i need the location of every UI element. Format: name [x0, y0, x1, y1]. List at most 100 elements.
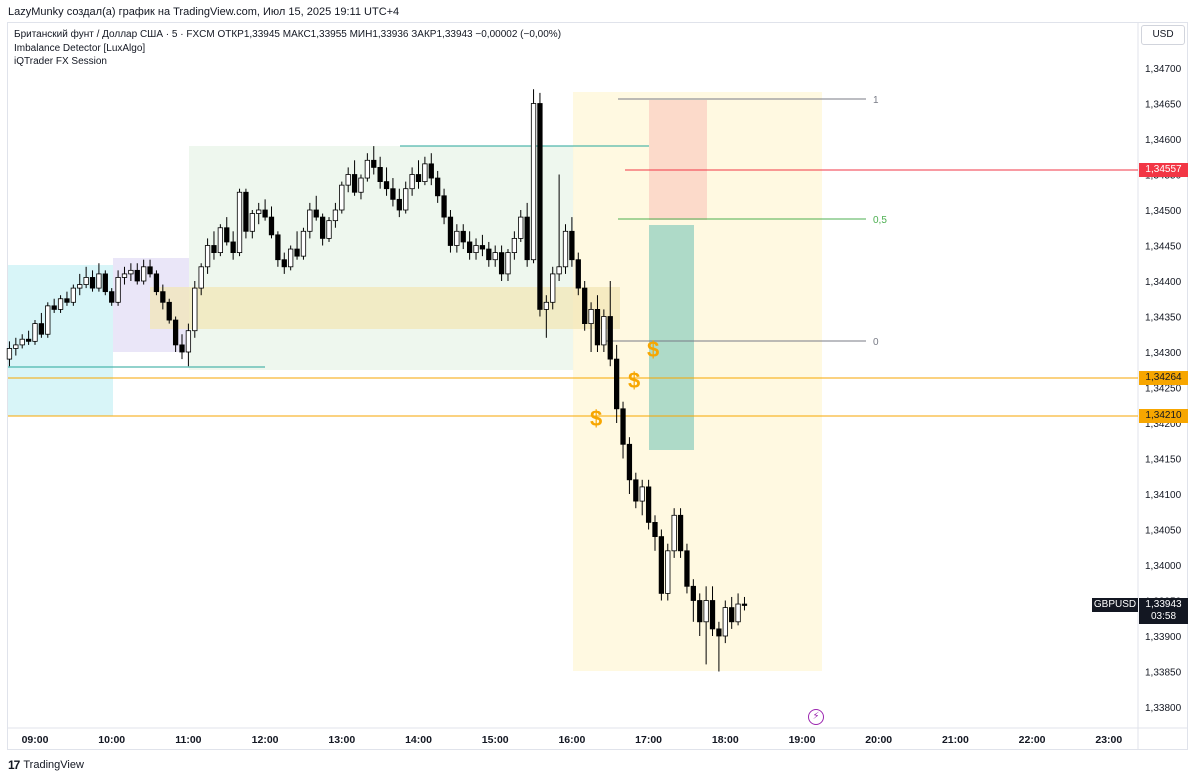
candle-down [64, 298, 70, 303]
price-axis-label: 1,34650 [1145, 100, 1182, 111]
price-axis-label: 1,34250 [1145, 384, 1182, 395]
candle-down [658, 536, 665, 594]
price-axis-label: 1,34300 [1145, 348, 1182, 359]
price-axis-label: 1,34700 [1145, 64, 1182, 75]
last-price-value: 1,33943 [1145, 599, 1182, 610]
candle-down [697, 600, 703, 623]
candle-down [243, 191, 249, 232]
candle-up [70, 287, 76, 303]
short-position-risk [649, 100, 707, 220]
candle-down [371, 159, 377, 168]
time-axis-label: 10:00 [98, 734, 125, 746]
candle-down [486, 248, 492, 261]
time-axis-label: 16:00 [558, 734, 585, 746]
candle-up [703, 600, 709, 623]
price-axis-label: 1,33850 [1145, 668, 1182, 679]
candle-down [441, 195, 447, 218]
candle-up [511, 237, 518, 253]
dollar-marker-1: $ [647, 337, 659, 362]
time-axis-label: 21:00 [942, 734, 969, 746]
time-axis-label: 11:00 [175, 734, 201, 746]
candle-down [575, 259, 581, 289]
candle-up [505, 252, 511, 275]
imbalance-zone [150, 287, 620, 329]
price-axis-label: 1,34400 [1145, 277, 1182, 288]
candle-down [524, 216, 530, 261]
candle-down [351, 174, 358, 193]
price-axis-label: 1,34050 [1145, 526, 1182, 537]
candle-up [57, 298, 64, 310]
footer-brand-label: TradingView [23, 759, 84, 771]
candle-up [13, 344, 19, 349]
candle-down [537, 103, 543, 310]
candle-up [722, 607, 728, 637]
candle-down [479, 245, 486, 250]
candle-down [677, 514, 684, 552]
price-axis-label: 1,34100 [1145, 490, 1182, 501]
candle-down [294, 248, 300, 257]
candle-up [249, 213, 255, 232]
candle-down [179, 344, 185, 353]
candle-up [492, 252, 498, 261]
footer-brand[interactable]: 17 TradingView [8, 758, 84, 772]
candle-up [665, 550, 671, 594]
candle-down [211, 245, 217, 253]
candle-up [83, 277, 89, 285]
candle-up [6, 348, 13, 360]
candle-down [172, 319, 179, 346]
price-axis-label: 1,34150 [1145, 455, 1182, 466]
candle-up [639, 486, 645, 502]
currency-button[interactable]: USD [1141, 25, 1185, 45]
fib-level-1-label: 1 [873, 95, 879, 106]
chart-attribution: LazyMunky создал(а) график на TradingVie… [8, 6, 400, 18]
candle-up [192, 287, 198, 332]
candle-up [115, 277, 121, 303]
candle-down [102, 273, 108, 293]
candle-down [684, 550, 690, 587]
candle-down [729, 607, 735, 623]
asia-session-box [8, 265, 113, 416]
candle-down [614, 358, 620, 410]
last-price-tag: 1,33943 03:58 [1139, 598, 1188, 624]
candle-down [275, 234, 281, 261]
symbol-ohlc-line[interactable]: Британский фунт / Доллар США · 5 · FXCM … [14, 29, 562, 40]
time-axis-labels: 09:00 10:00 11:00 12:00 13:00 14:00 15:00 16:00… [22, 734, 1123, 746]
indicator-fx-session[interactable]: iQTrader FX Session [14, 56, 107, 67]
lightning-icon[interactable]: ⚡ [808, 709, 824, 725]
candle-down [25, 338, 32, 342]
chart-legend: Британский фунт / Доллар США · 5 · FXCM … [14, 28, 561, 69]
candle-down [645, 486, 652, 523]
candle-up [556, 266, 562, 275]
candle-up [364, 159, 371, 179]
candle-down [313, 209, 319, 218]
time-axis-label: 23:00 [1095, 734, 1122, 746]
candle-down [38, 323, 45, 335]
candle-up [409, 174, 415, 190]
chart-frame [7, 22, 1188, 750]
candle-up [735, 603, 741, 623]
candle-down [607, 316, 613, 360]
candle-up [550, 273, 556, 303]
candle-down [166, 301, 172, 321]
time-axis-label: 17:00 [635, 734, 662, 746]
candle-up [518, 216, 524, 239]
candle-down [633, 479, 639, 502]
candle-up [339, 184, 345, 211]
price-axis-label: 1,33800 [1145, 703, 1182, 714]
indicator-imbalance-detector[interactable]: Imbalance Detector [LuxAlgo] [14, 42, 146, 54]
orange-level-1-price-tag: 1,34264 [1139, 371, 1188, 385]
candle-down [415, 174, 422, 182]
candle-down [741, 603, 748, 606]
candle-up [77, 284, 83, 289]
candle-down [709, 600, 716, 630]
price-axis-label: 1,34000 [1145, 561, 1182, 572]
candle-up [530, 103, 537, 261]
time-axis-label: 15:00 [482, 734, 509, 746]
candle-down [224, 227, 230, 243]
candle-up [185, 330, 192, 353]
time-axis-label: 13:00 [328, 734, 355, 746]
candle-down [652, 522, 658, 538]
symbol-tag: GBPUSD [1092, 598, 1138, 612]
candle-down [390, 188, 396, 200]
